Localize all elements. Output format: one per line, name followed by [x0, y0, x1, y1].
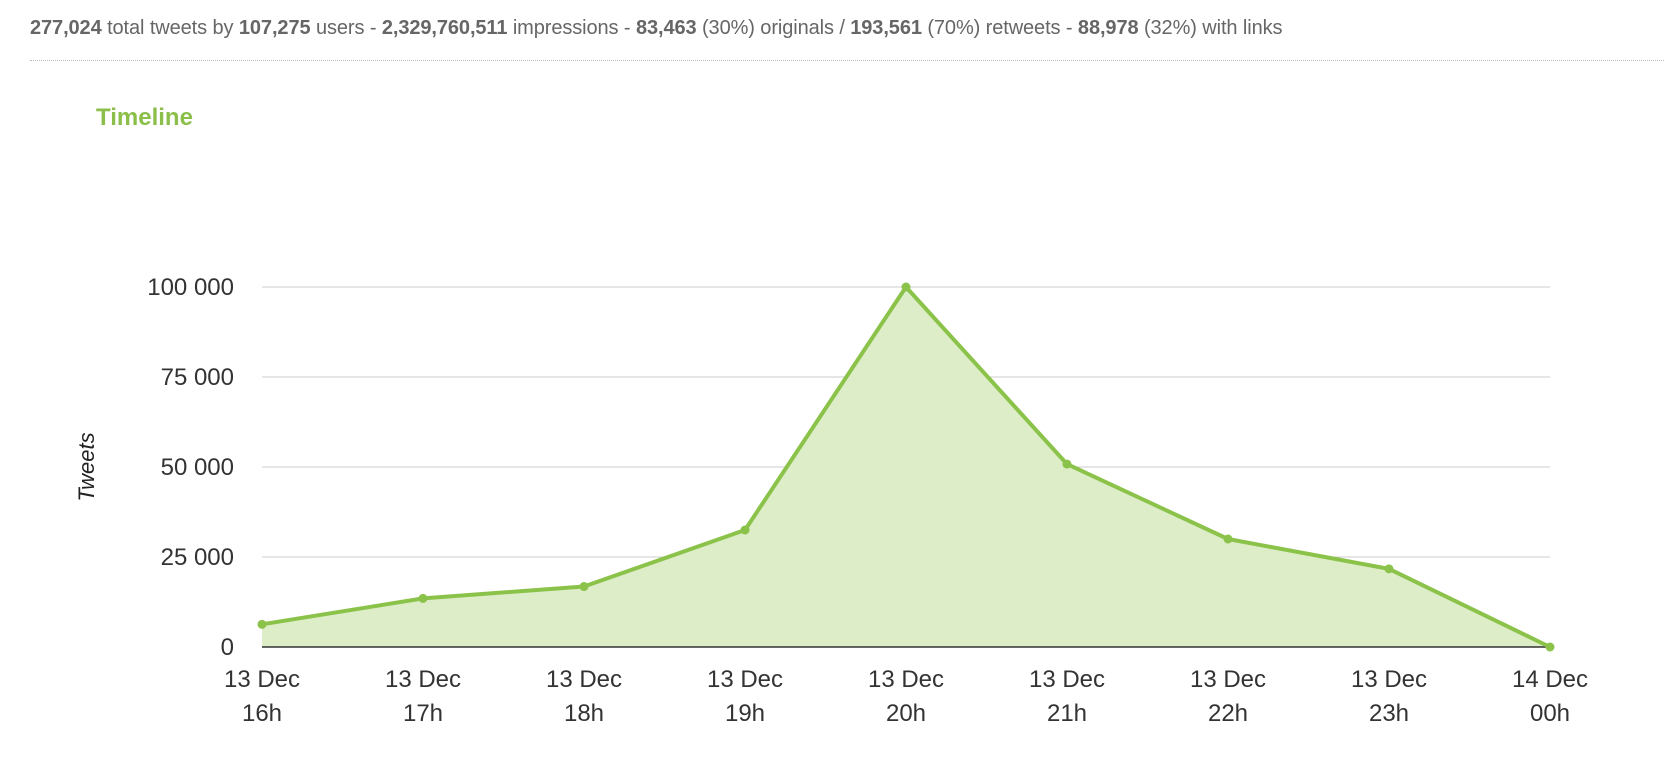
x-tick-hour: 23h: [1369, 700, 1409, 727]
y-axis-title: Tweets: [74, 432, 99, 501]
x-tick-date: 14 Dec: [1512, 666, 1588, 693]
impressions-count: 2,329,760,511: [381, 17, 508, 39]
x-tick-label: 14 Dec 00h: [1512, 666, 1588, 727]
stats-divider: [30, 60, 1664, 61]
x-tick-label: 13 Dec 18h: [546, 666, 622, 727]
data-point: [1384, 564, 1394, 574]
x-tick-hour: 20h: [886, 700, 926, 727]
total-tweets-label: total tweets by: [107, 17, 234, 39]
data-point: [1223, 534, 1233, 544]
data-point: [579, 582, 589, 592]
data-points: [257, 282, 1555, 652]
stats-summary: 277,024 total tweets by 107,275 users - …: [30, 17, 1283, 40]
x-tick-hour: 00h: [1530, 700, 1570, 727]
x-tick-label: 13 Dec 23h: [1351, 666, 1427, 727]
x-tick-date: 13 Dec: [224, 666, 300, 693]
x-tick-label: 13 Dec 22h: [1190, 666, 1266, 727]
data-point: [740, 525, 750, 535]
originals-count: 83,463: [635, 17, 697, 39]
x-tick-label: 13 Dec 17h: [385, 666, 461, 727]
chart-title: Timeline: [96, 104, 193, 131]
x-tick-hour: 17h: [403, 700, 443, 727]
users-count: 107,275: [238, 17, 311, 39]
x-tick-date: 13 Dec: [1190, 666, 1266, 693]
data-point: [1545, 642, 1555, 652]
originals-label: (30%) originals /: [701, 17, 845, 39]
retweets-count: 193,561: [850, 17, 922, 39]
x-tick-date: 13 Dec: [546, 666, 622, 693]
x-tick-hour: 18h: [564, 700, 604, 727]
x-tick-hour: 19h: [725, 700, 765, 727]
x-tick-date: 13 Dec: [868, 666, 944, 693]
y-tick-label: 75 000: [161, 364, 234, 391]
series-area: [262, 287, 1550, 647]
links-count: 88,978: [1077, 17, 1139, 39]
x-tick-label: 13 Dec 21h: [1029, 666, 1105, 727]
links-label: (32%) with links: [1143, 17, 1283, 39]
y-tick-label: 100 000: [147, 274, 234, 301]
data-point: [418, 593, 428, 603]
impressions-label: impressions -: [512, 17, 631, 39]
y-tick-label: 25 000: [161, 544, 234, 571]
y-tick-label: 50 000: [161, 454, 234, 481]
x-tick-date: 13 Dec: [707, 666, 783, 693]
y-axis-ticks: 0 25 000 50 000 75 000 100 000: [147, 274, 234, 661]
y-tick-label: 0: [221, 634, 234, 661]
x-tick-hour: 21h: [1047, 700, 1087, 727]
retweets-label: (70%) retweets -: [927, 17, 1073, 39]
x-tick-label: 13 Dec 20h: [868, 666, 944, 727]
data-point: [1062, 459, 1072, 469]
x-tick-label: 13 Dec 16h: [224, 666, 300, 727]
x-tick-date: 13 Dec: [1351, 666, 1427, 693]
x-tick-hour: 22h: [1208, 700, 1248, 727]
data-point: [257, 619, 267, 629]
x-tick-date: 13 Dec: [1029, 666, 1105, 693]
users-label: users -: [315, 17, 377, 39]
x-tick-hour: 16h: [242, 700, 282, 727]
total-tweets-count: 277,024: [30, 17, 102, 39]
data-point: [901, 282, 911, 292]
x-tick-label: 13 Dec 19h: [707, 666, 783, 727]
x-tick-date: 13 Dec: [385, 666, 461, 693]
